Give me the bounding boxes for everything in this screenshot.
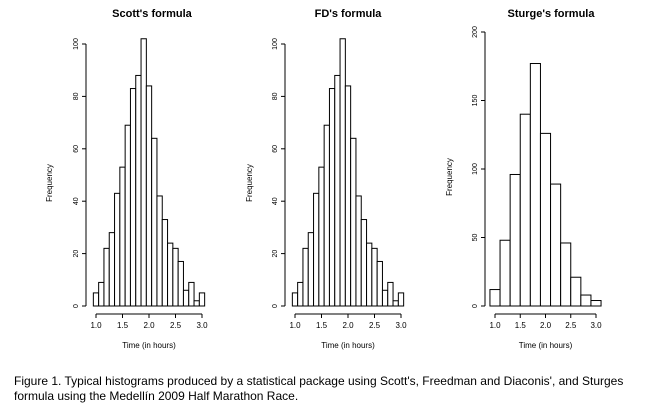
panel-1-bar-10	[140, 38, 147, 307]
panel-3-y-label: Frequency	[445, 158, 454, 196]
panel-2-y-tick-label-6: 100	[272, 38, 279, 50]
panel-2-y-tick-label-1: 0	[272, 304, 279, 308]
panel-2-bar-20	[392, 300, 399, 307]
panel-1-y-tick-label-2: 20	[73, 250, 80, 258]
panel-2-bar-17	[376, 260, 383, 307]
panel-1-bar-5	[114, 192, 121, 307]
panel-2-x-tick-label-1: 1.0	[289, 321, 301, 330]
panel-3-bar-7	[550, 183, 562, 307]
panel-2-y-tick-label-5: 80	[272, 92, 279, 100]
panel-3-y-tick-label-5: 200	[472, 26, 479, 38]
panel-2-bar-1	[291, 292, 299, 307]
panel-2-bar-6	[318, 166, 325, 307]
panel-2-bar-8	[328, 88, 336, 307]
panel-3-bar-8	[560, 242, 572, 307]
panel-3-x-tick-label-1: 1.0	[489, 321, 501, 330]
panel-2-title: FD's formula	[315, 8, 383, 20]
panel-2-bar-2	[297, 281, 304, 307]
panel-1-bar-16	[172, 247, 179, 307]
panel-1-bar-7	[124, 124, 131, 307]
panel-2-bar-4	[307, 232, 315, 307]
panel-1-bar-4	[108, 232, 116, 307]
panel-3-title: Sturge's formula	[508, 8, 596, 20]
panel-1-bar-14	[161, 219, 169, 307]
panel-2-y-tick-label-2: 20	[272, 250, 279, 258]
panel-2-bar-14	[360, 219, 368, 307]
panel-1-x-tick-label-4: 2.5	[170, 321, 182, 330]
panel-1-bar-12	[151, 137, 158, 307]
panel-2-y-tick-label-4: 60	[272, 145, 279, 153]
panel-2-bar-10	[339, 38, 346, 307]
panel-1-y-tick-label-5: 80	[73, 92, 80, 100]
panel-3-bar-5	[529, 63, 541, 307]
panel-2-bar-5	[313, 192, 320, 307]
panel-3-bar-11	[590, 300, 602, 307]
panel-1-bar-13	[156, 195, 163, 307]
panel-3-x-tick-label-2: 1.5	[515, 321, 527, 330]
panel-2-x-tick-label-3: 2.0	[342, 321, 354, 330]
panel-2-bar-18	[381, 289, 389, 307]
panel-1-bar-11	[145, 85, 153, 307]
panel-1-y-tick-label-1: 0	[73, 304, 80, 308]
panel-3-bar-1	[489, 289, 501, 307]
panel-3-bar-4	[519, 113, 531, 307]
panel-1-bar-21	[198, 292, 206, 307]
panel-1-y-label: Frequency	[45, 164, 54, 202]
panel-3-y-tick-label-2: 50	[472, 234, 479, 242]
panel-2-x-tick-label-4: 2.5	[369, 321, 381, 330]
panel-1-bar-17	[177, 260, 184, 307]
panel-1-title: Scott's formula	[112, 8, 193, 20]
panel-1-bar-6	[119, 166, 126, 307]
panel-1-bar-18	[182, 289, 190, 307]
panel-3-x-tick-label-4: 2.5	[565, 321, 577, 330]
panel-2-y-label: Frequency	[245, 164, 254, 202]
panel-1-x-tick-label-3: 2.0	[143, 321, 155, 330]
panel-3-x-label: Time (in hours)	[519, 341, 573, 350]
panel-1-x-label: Time (in hours)	[122, 341, 176, 350]
panel-2-bar-12	[350, 137, 357, 307]
panel-3-bar-6	[539, 132, 552, 307]
panel-2-y-tick-label-3: 40	[272, 197, 279, 205]
panel-2-x-tick-label-5: 3.0	[395, 321, 407, 330]
panel-3-bar-10	[580, 294, 592, 307]
panel-3-x-tick-label-5: 3.0	[590, 321, 602, 330]
panel-2-bar-7	[323, 124, 330, 307]
panel-1-x-tick-label-1: 1.0	[90, 321, 102, 330]
panel-3-x-tick-label-3: 2.0	[540, 321, 552, 330]
panel-1-bar-2	[98, 281, 105, 307]
panel-3-y-tick-label-3: 100	[472, 163, 479, 175]
panel-3-bar-9	[570, 276, 582, 307]
panel-1-bar-19	[188, 281, 195, 307]
panel-1-bar-20	[193, 300, 200, 307]
panel-2-bar-21	[397, 292, 405, 307]
panel-2-bar-19	[387, 281, 394, 307]
panel-2-bar-9	[334, 74, 341, 307]
figure: Scott's formula 1.0 1.5 2.0 2.5 3.0 Time (in h…	[45, 8, 602, 350]
panel-1-y-tick-label-4: 60	[73, 145, 80, 153]
panel-1-bar-8	[129, 88, 137, 307]
panel-1-y-tick-label-3: 40	[73, 197, 80, 205]
figure-caption: Figure 1. Typical histograms produced by…	[14, 374, 624, 403]
panel-3-bar-2	[499, 239, 511, 307]
panel-3-y-tick-label-1: 0	[472, 304, 479, 308]
panel-3-bar-3	[509, 173, 521, 307]
panel-2-x-tick-label-2: 1.5	[316, 321, 328, 330]
panel-1-bar-15	[167, 242, 174, 307]
panel-2-bar-16	[371, 247, 378, 307]
panel-2-bar-3	[302, 247, 309, 307]
panel-1-bar-9	[135, 74, 142, 307]
panel-1-y-tick-label-6: 100	[73, 38, 80, 50]
panel-1-x-tick-label-2: 1.5	[117, 321, 129, 330]
panel-1-bar-1	[92, 292, 100, 307]
panel-1-x-tick-label-5: 3.0	[196, 321, 208, 330]
panel-2-bar-13	[355, 195, 362, 307]
panel-3-y-tick-label-4: 150	[472, 95, 479, 107]
panel-2-bar-15	[366, 242, 373, 307]
panel-2-x-label: Time (in hours)	[321, 341, 375, 350]
panel-2-bar-11	[344, 85, 352, 307]
panel-1-bar-3	[103, 247, 110, 307]
